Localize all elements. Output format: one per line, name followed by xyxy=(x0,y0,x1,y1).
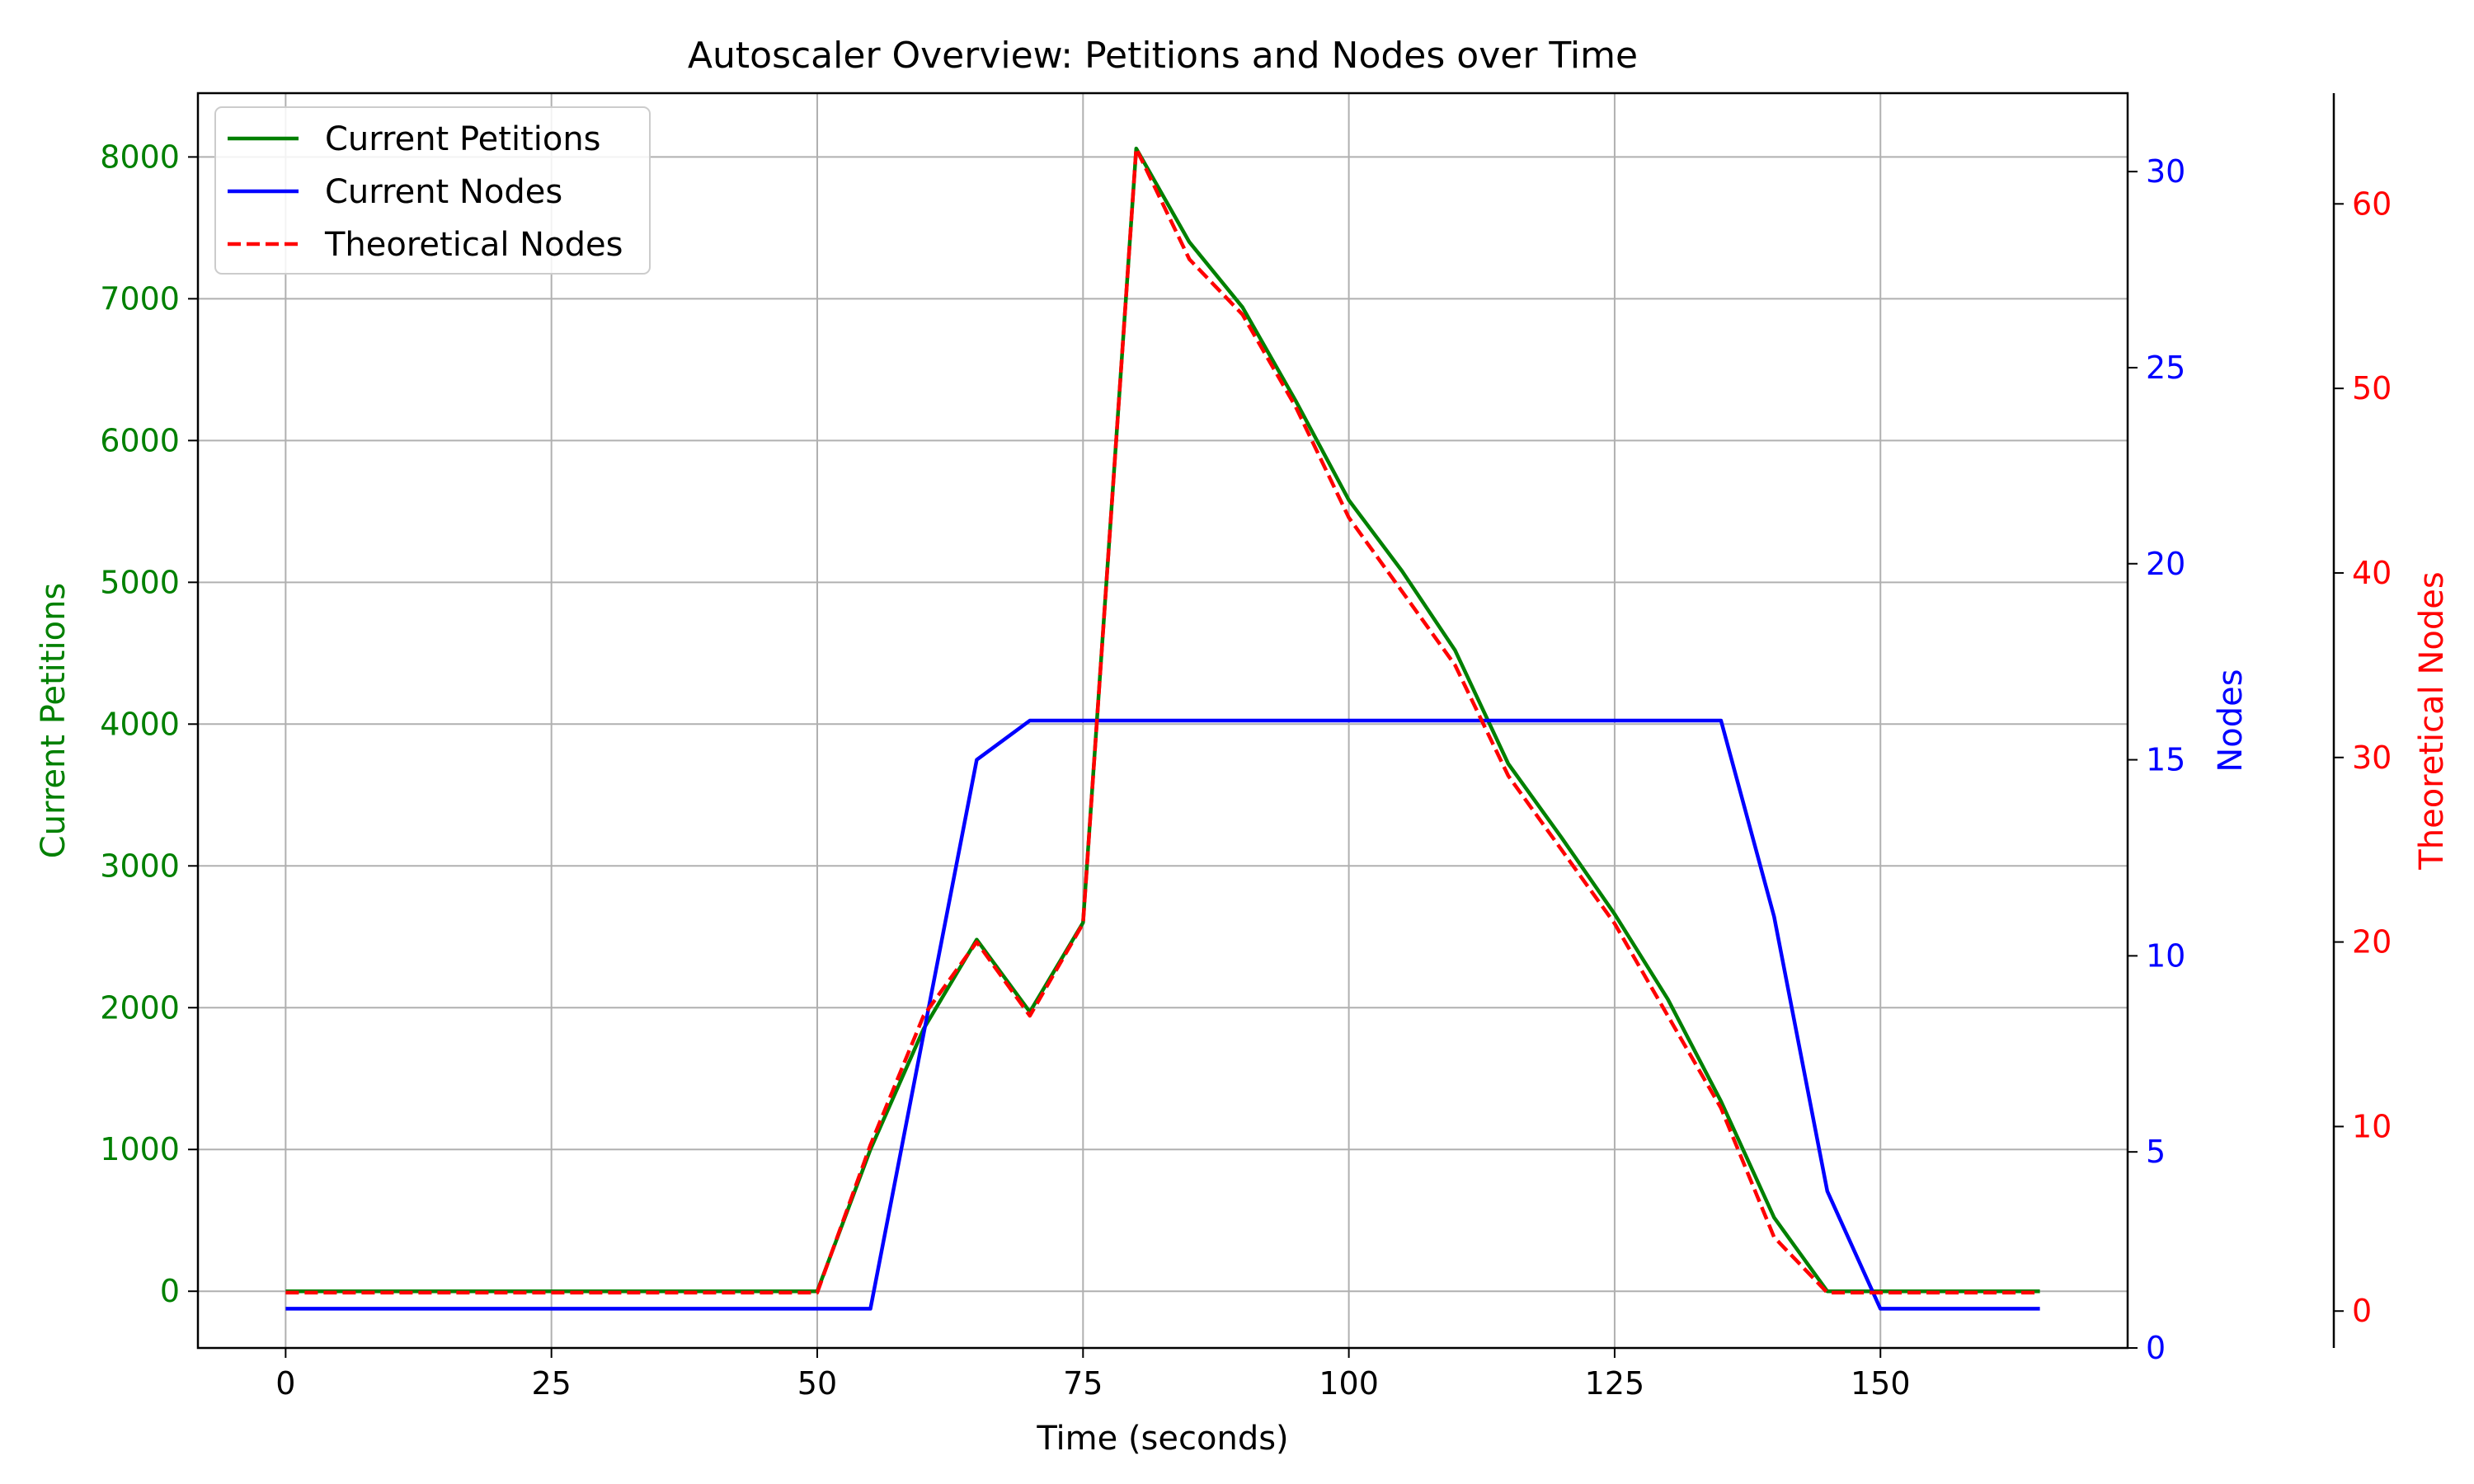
y-tick-label-theoretical: 30 xyxy=(2352,740,2392,776)
legend-label-theoretical-nodes: Theoretical Nodes xyxy=(324,226,623,264)
y-tick-label-nodes: 10 xyxy=(2146,937,2185,974)
chart-title: Autoscaler Overview: Petitions and Nodes… xyxy=(688,35,1638,77)
x-axis-label: Time (seconds) xyxy=(1036,1420,1288,1458)
y-tick-label-petitions: 3000 xyxy=(100,848,180,884)
y-tick-label-theoretical: 20 xyxy=(2352,924,2392,960)
y-tick-label-petitions: 6000 xyxy=(100,422,180,458)
y-tick-label-nodes: 15 xyxy=(2146,742,2185,778)
y-tick-label-nodes: 0 xyxy=(2146,1330,2166,1366)
x-tick-label: 125 xyxy=(1585,1365,1645,1402)
axes-layer: 0 25 50 75 100 125 150010002000300040005000600… xyxy=(100,93,2392,1402)
y-tick-label-petitions: 1000 xyxy=(100,1131,180,1167)
y-tick-label-theoretical: 40 xyxy=(2352,555,2392,591)
legend: Current Petitions Current Nodes Theoreti… xyxy=(214,106,651,275)
x-tick-label: 75 xyxy=(1063,1365,1103,1402)
y-tick-label-theoretical: 10 xyxy=(2352,1108,2392,1144)
y-tick-label-petitions: 7000 xyxy=(100,280,180,317)
y-axis-label-petitions: Current Petitions xyxy=(35,583,73,859)
y-tick-label-nodes: 5 xyxy=(2146,1134,2166,1170)
legend-label-current-petitions: Current Petitions xyxy=(325,120,601,158)
y-tick-label-theoretical: 50 xyxy=(2352,370,2392,406)
y-tick-label-petitions: 2000 xyxy=(100,989,180,1026)
x-tick-label: 50 xyxy=(797,1365,837,1402)
legend-frame xyxy=(214,106,651,275)
plot-frame xyxy=(196,92,2129,1350)
y-tick-label-petitions: 8000 xyxy=(100,139,180,175)
legend-label-current-nodes: Current Nodes xyxy=(325,173,562,211)
x-tick-label: 100 xyxy=(1319,1365,1379,1402)
y-tick-label-theoretical: 60 xyxy=(2352,186,2392,222)
y-tick-label-theoretical: 0 xyxy=(2352,1293,2372,1329)
x-tick-label: 25 xyxy=(531,1365,571,1402)
series-layer xyxy=(285,146,2040,1311)
x-tick-label: 0 xyxy=(275,1365,295,1402)
y-axis-label-theoretical: Theoretical Nodes xyxy=(2413,571,2451,870)
series-line-current-nodes xyxy=(285,718,2040,1311)
y-tick-label-petitions: 0 xyxy=(160,1273,180,1309)
y-tick-label-nodes: 25 xyxy=(2146,350,2185,386)
y-tick-label-petitions: 4000 xyxy=(100,706,180,742)
y-tick-label-petitions: 5000 xyxy=(100,564,180,600)
y-tick-label-nodes: 30 xyxy=(2146,153,2185,190)
x-tick-label: 150 xyxy=(1851,1365,1911,1402)
y-axis-label-nodes: Nodes xyxy=(2212,669,2250,772)
series-line-theoretical-nodes xyxy=(285,146,2040,1295)
y-tick-label-nodes: 20 xyxy=(2146,546,2185,582)
